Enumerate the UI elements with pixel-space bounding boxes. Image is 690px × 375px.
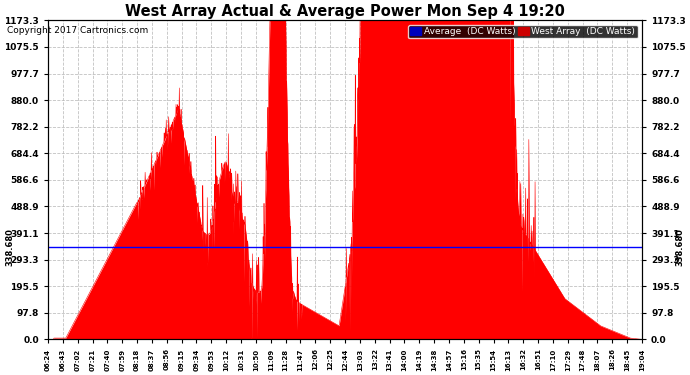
Text: 338.680: 338.680 xyxy=(6,228,14,266)
Legend: Average  (DC Watts), West Array  (DC Watts): Average (DC Watts), West Array (DC Watts… xyxy=(408,25,638,38)
Text: Copyright 2017 Cartronics.com: Copyright 2017 Cartronics.com xyxy=(7,26,148,35)
Title: West Array Actual & Average Power Mon Sep 4 19:20: West Array Actual & Average Power Mon Se… xyxy=(125,4,565,19)
Text: 338.680: 338.680 xyxy=(676,228,684,266)
